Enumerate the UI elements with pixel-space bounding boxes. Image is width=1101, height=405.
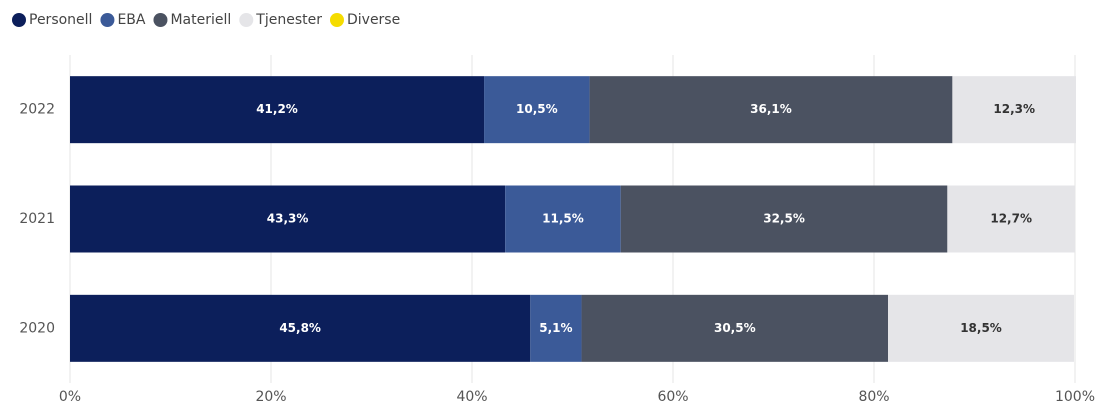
legend-label: Diverse [347,12,400,28]
data-label: 11,5% [542,212,584,226]
data-label: 10,5% [516,102,558,116]
legend-label: Personell [29,12,92,28]
data-label: 43,3% [267,212,309,226]
x-tick-label: 40% [456,389,487,405]
legend-label: EBA [117,12,145,28]
x-tick-label: 100% [1055,389,1095,405]
legend-marker [12,13,26,27]
bar-segment [589,76,953,144]
x-tick-label: 0% [59,389,81,405]
data-label: 30,5% [714,321,756,335]
bar-segment [70,185,506,253]
data-label: 12,7% [990,212,1032,226]
data-label: 32,5% [763,212,805,226]
data-label: 36,1% [750,102,792,116]
legend-marker [239,13,254,27]
bar-segment [505,185,621,253]
x-tick-label: 60% [657,389,688,405]
bar-segment [952,76,1077,144]
bar-segment [70,294,531,362]
y-tick-label: 2020 [19,320,55,336]
data-label: 12,3% [993,102,1035,116]
bar-segment [947,185,1075,253]
bar-segment [70,76,485,144]
data-label: 18,5% [960,321,1002,335]
data-label: 41,2% [256,102,298,116]
x-tick-label: 80% [858,389,889,405]
legend-marker [153,13,168,27]
legend-label: Tjenester [255,12,322,28]
bar-segment [888,294,1074,362]
bar-segment [581,294,889,362]
y-tick-label: 2021 [19,211,55,227]
legend-marker [329,13,344,27]
bar-segment [530,294,582,362]
y-tick-label: 2022 [19,102,55,118]
bar-segment [484,76,590,144]
x-tick-label: 20% [255,389,286,405]
legend-marker [100,13,115,27]
legend-label: Materiell [170,12,231,28]
data-label: 45,8% [279,321,321,335]
bar-segment [620,185,948,253]
data-label: 5,1% [539,321,572,335]
